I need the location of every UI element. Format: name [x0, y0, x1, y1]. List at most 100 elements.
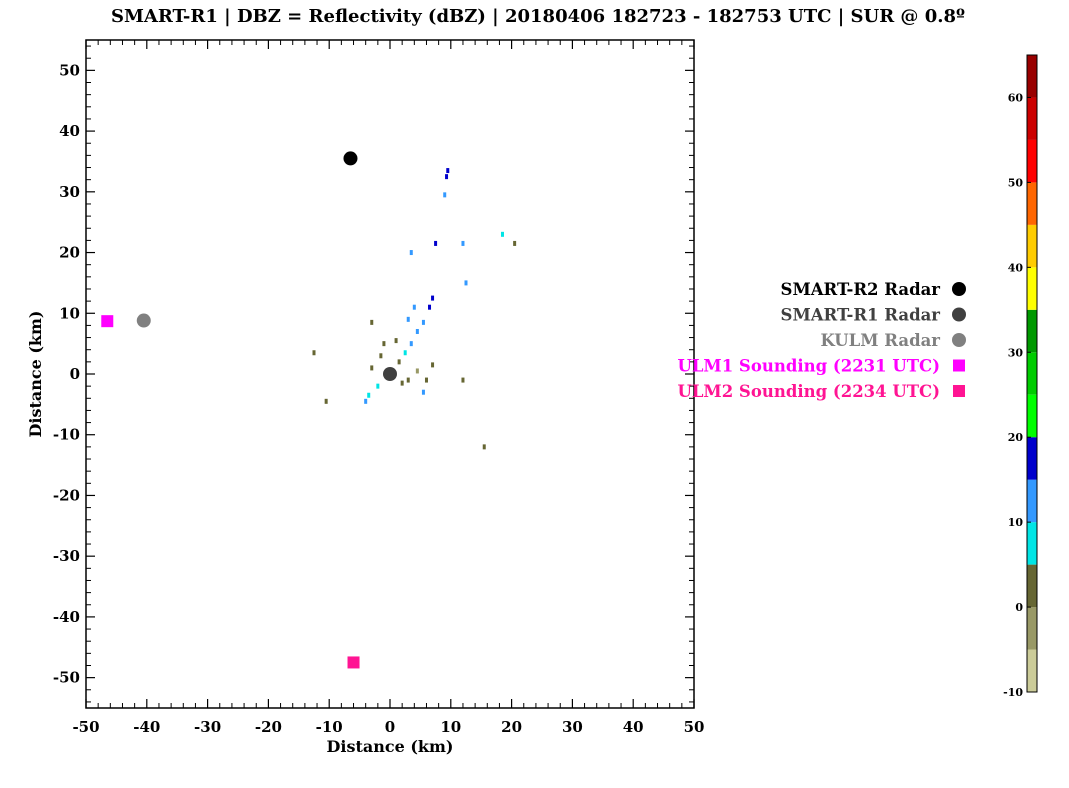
- site-marker: [383, 367, 397, 381]
- echo-point: [412, 304, 416, 310]
- y-tick-label: -20: [53, 486, 80, 504]
- y-tick-label: -10: [53, 426, 80, 444]
- y-tick-label: 0: [70, 365, 80, 383]
- echo-point: [464, 280, 468, 286]
- echo-point: [461, 240, 465, 246]
- x-tick-label: -10: [316, 718, 343, 736]
- colorbar-tick-label: 50: [1008, 176, 1024, 189]
- y-tick-label: 20: [59, 244, 80, 262]
- echo-point: [415, 328, 419, 334]
- echo-point: [500, 231, 504, 237]
- y-tick-label: -30: [53, 547, 80, 565]
- legend-marker: [952, 307, 966, 322]
- echo-point: [403, 350, 407, 356]
- legend-marker: [953, 385, 965, 397]
- colorbar-segment: [1027, 394, 1037, 438]
- echo-point: [513, 240, 517, 246]
- x-tick-label: -20: [255, 718, 282, 736]
- colorbar-tick-label: -10: [1003, 686, 1023, 699]
- echo-point: [382, 341, 386, 347]
- legend-entry-label: SMART-R1 Radar: [781, 306, 941, 325]
- colorbar-segment: [1027, 267, 1037, 310]
- y-tick-label: 30: [59, 183, 80, 201]
- y-tick-label: 40: [59, 122, 80, 140]
- x-tick-label: -40: [133, 718, 160, 736]
- echo-point: [379, 353, 383, 359]
- y-tick-label: 50: [59, 61, 80, 79]
- echo-point: [409, 341, 413, 347]
- colorbar-tick-label: 60: [1008, 91, 1024, 104]
- echo-point: [397, 359, 401, 365]
- y-axis-label: Distance (km): [26, 311, 45, 438]
- colorbar-tick-label: 30: [1008, 346, 1024, 359]
- echo-point: [424, 377, 428, 383]
- sounding-marker: [347, 656, 360, 669]
- echo-point: [324, 398, 328, 404]
- echo-point: [443, 192, 447, 198]
- x-axis-label: Distance (km): [327, 737, 454, 756]
- x-tick-label: 40: [623, 718, 644, 736]
- legend-entry-label: KULM Radar: [821, 331, 941, 350]
- x-tick-label: -50: [72, 718, 99, 736]
- colorbar-segment: [1027, 55, 1037, 98]
- echo-point: [406, 377, 410, 383]
- legend-marker: [953, 359, 965, 372]
- x-tick-label: 50: [684, 718, 705, 736]
- echo-point: [364, 398, 368, 404]
- y-tick-label: 10: [59, 304, 80, 322]
- legend-marker: [952, 333, 966, 347]
- echo-point: [370, 365, 374, 371]
- x-tick-label: 20: [501, 718, 522, 736]
- echo-point: [461, 377, 465, 383]
- site-marker: [343, 151, 358, 166]
- echo-point: [431, 362, 435, 368]
- chart-title: SMART-R1 | DBZ = Reflectivity (dBZ) | 20…: [111, 6, 965, 27]
- colorbar-segment: [1027, 97, 1037, 140]
- x-tick-label: -30: [194, 718, 221, 736]
- echo-point: [409, 250, 413, 256]
- echo-point: [400, 380, 404, 386]
- echo-point: [434, 240, 438, 246]
- colorbar-segment: [1027, 224, 1037, 268]
- legend-entry-label: ULM2 Sounding (2234 UTC): [677, 382, 940, 401]
- colorbar-segment: [1027, 182, 1037, 225]
- sounding-marker: [101, 315, 114, 328]
- echo-point: [431, 295, 435, 301]
- colorbar-tick-label: 40: [1008, 261, 1024, 274]
- echo-point: [428, 304, 432, 310]
- colorbar: -10 0 10 20 30 40 50 60: [1003, 54, 1038, 699]
- legend-entry-label: ULM1 Sounding (2231 UTC): [677, 357, 940, 376]
- echo-point: [394, 338, 398, 344]
- colorbar-frame: [1026, 54, 1038, 693]
- y-tick-label: -40: [53, 608, 80, 626]
- x-tick-label: 10: [440, 718, 461, 736]
- echo-point: [415, 368, 419, 374]
- echo-point: [421, 319, 425, 325]
- colorbar-tick-label: 20: [1008, 431, 1024, 444]
- echo-point: [445, 174, 449, 180]
- colorbar-tick-label: 0: [1015, 601, 1023, 614]
- axes: -50 -40 -30 -20 -10 0 10 20 30 40 50 -50 -40 -30 -20 -1…: [53, 40, 705, 736]
- colorbar-segment: [1027, 564, 1037, 608]
- colorbar-segment: [1027, 139, 1037, 183]
- legend-entry-label: SMART-R2 Radar: [781, 280, 941, 299]
- colorbar-segment: [1027, 479, 1037, 523]
- site-markers: [101, 151, 397, 669]
- echo-point: [312, 350, 316, 356]
- y-tick-label: -50: [53, 669, 80, 687]
- site-marker: [136, 313, 151, 328]
- colorbar-segment: [1027, 522, 1037, 565]
- legend: SMART-R2 Radar SMART-R1 Radar KULM Radar UL…: [677, 280, 966, 401]
- colorbar-segment: [1027, 352, 1037, 395]
- echo-point: [482, 444, 486, 450]
- x-tick-label: 0: [385, 718, 395, 736]
- colorbar-segment: [1027, 607, 1037, 650]
- colorbar-segment: [1027, 309, 1037, 353]
- echo-point: [406, 316, 410, 322]
- echo-point: [421, 389, 425, 395]
- colorbar-segment: [1027, 437, 1037, 480]
- legend-marker: [952, 282, 966, 296]
- reflectivity-echoes: [312, 168, 517, 450]
- echo-point: [367, 392, 371, 398]
